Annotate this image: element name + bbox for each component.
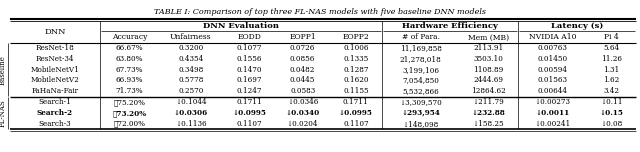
Text: 0.1107: 0.1107	[237, 120, 262, 128]
Text: 0.0856: 0.0856	[290, 55, 316, 63]
Text: EODD: EODD	[237, 33, 261, 41]
Text: ↓158.25: ↓158.25	[473, 120, 504, 128]
Text: ↓0.0995: ↓0.0995	[232, 109, 266, 117]
Text: 0.1470: 0.1470	[237, 66, 262, 74]
Text: 0.1335: 0.1335	[343, 55, 369, 63]
Text: 0.0583: 0.0583	[290, 87, 316, 95]
Text: 0.3200: 0.3200	[178, 44, 204, 52]
Text: ResNet-34: ResNet-34	[36, 55, 74, 63]
Text: 0.5778: 0.5778	[178, 76, 204, 85]
Text: 0.1711: 0.1711	[237, 98, 262, 106]
Text: 0.0482: 0.0482	[290, 66, 316, 74]
Text: ↓0.0306: ↓0.0306	[173, 109, 208, 117]
Text: NVIDIA A10: NVIDIA A10	[529, 33, 576, 41]
Text: TABLE I: Comparison of top three FL-NAS models with five baseline DNN models: TABLE I: Comparison of top three FL-NAS …	[154, 8, 486, 16]
Text: 0.3498: 0.3498	[178, 66, 204, 74]
Text: 11.26: 11.26	[601, 55, 622, 63]
Text: ↓0.0995: ↓0.0995	[339, 109, 373, 117]
Text: 0.0445: 0.0445	[290, 76, 316, 85]
Text: 0.1077: 0.1077	[237, 44, 262, 52]
Text: ↓0.00273: ↓0.00273	[534, 98, 570, 106]
Text: 0.00594: 0.00594	[537, 66, 567, 74]
Text: 3503.10: 3503.10	[474, 55, 504, 63]
Text: ↓0.00241: ↓0.00241	[534, 120, 570, 128]
Text: 0.01563: 0.01563	[537, 76, 567, 85]
Text: # of Para.: # of Para.	[402, 33, 440, 41]
Text: 0.2570: 0.2570	[178, 87, 204, 95]
Text: ↓293,954: ↓293,954	[401, 109, 440, 117]
Text: ↓232.88: ↓232.88	[472, 109, 506, 117]
Text: Accuracy: Accuracy	[111, 33, 147, 41]
Text: 1.31: 1.31	[604, 66, 620, 74]
Text: 3,199,106: 3,199,106	[403, 66, 439, 74]
Text: 71.73%: 71.73%	[115, 87, 143, 95]
Text: 2444.69: 2444.69	[474, 76, 504, 85]
Text: 12864.62: 12864.62	[471, 87, 506, 95]
Text: 63.80%: 63.80%	[116, 55, 143, 63]
Text: EOPP1: EOPP1	[289, 33, 316, 41]
Text: Mem (MB): Mem (MB)	[468, 33, 509, 41]
Text: FL-NAS: FL-NAS	[0, 99, 7, 127]
Text: 0.1556: 0.1556	[237, 55, 262, 63]
Text: 11,169,858: 11,169,858	[400, 44, 442, 52]
Text: 0.1247: 0.1247	[237, 87, 262, 95]
Text: EOPP2: EOPP2	[342, 33, 369, 41]
Text: ↓0.15: ↓0.15	[600, 109, 623, 117]
Text: DNN Evaluation: DNN Evaluation	[204, 22, 279, 30]
Text: Baseline: Baseline	[0, 55, 7, 85]
Text: Unfairness: Unfairness	[170, 33, 212, 41]
Text: MobileNetV1: MobileNetV1	[31, 66, 79, 74]
Text: ↓148,098: ↓148,098	[403, 120, 439, 128]
Text: 0.1711: 0.1711	[343, 98, 369, 106]
Text: ❑75.20%: ❑75.20%	[113, 98, 145, 106]
Text: DNN: DNN	[44, 28, 66, 36]
Text: ↓3,309,570: ↓3,309,570	[399, 98, 442, 106]
Text: 67.73%: 67.73%	[116, 66, 143, 74]
Text: ↓0.0340: ↓0.0340	[285, 109, 320, 117]
Text: Search-2: Search-2	[37, 109, 73, 117]
Text: 2113.91: 2113.91	[474, 44, 504, 52]
Text: 5,532,866: 5,532,866	[403, 87, 439, 95]
Text: 0.00644: 0.00644	[537, 87, 567, 95]
Text: 1.62: 1.62	[604, 76, 620, 85]
Text: ↓0.1044: ↓0.1044	[175, 98, 207, 106]
Text: ↓0.1136: ↓0.1136	[175, 120, 207, 128]
Text: 21,278,018: 21,278,018	[400, 55, 442, 63]
Text: 0.1287: 0.1287	[343, 66, 369, 74]
Text: 0.4354: 0.4354	[178, 55, 204, 63]
Text: 0.1155: 0.1155	[343, 87, 369, 95]
Text: ↓0.0204: ↓0.0204	[287, 120, 319, 128]
Text: Search-1: Search-1	[38, 98, 72, 106]
Text: 0.1697: 0.1697	[237, 76, 262, 85]
Text: 66.93%: 66.93%	[116, 76, 143, 85]
Text: 0.1107: 0.1107	[343, 120, 369, 128]
Text: FaHaNa-Fair: FaHaNa-Fair	[31, 87, 79, 95]
Text: 5.64: 5.64	[604, 44, 620, 52]
Text: ↓0.0346: ↓0.0346	[287, 98, 318, 106]
Text: Search-3: Search-3	[38, 120, 71, 128]
Text: 7,054,850: 7,054,850	[403, 76, 439, 85]
Text: 1108.89: 1108.89	[474, 66, 504, 74]
Text: Hardware Efficiency: Hardware Efficiency	[402, 22, 498, 30]
Text: ↓0.11: ↓0.11	[600, 98, 623, 106]
Text: MobileNetV2: MobileNetV2	[31, 76, 79, 85]
Text: ↓211.79: ↓211.79	[472, 98, 504, 106]
Text: ResNet-18: ResNet-18	[36, 44, 74, 52]
Text: 3.42: 3.42	[604, 87, 620, 95]
Text: Latency (s): Latency (s)	[551, 22, 603, 30]
Text: 0.00763: 0.00763	[538, 44, 567, 52]
Text: ↓0.08: ↓0.08	[600, 120, 623, 128]
Text: 66.67%: 66.67%	[115, 44, 143, 52]
Text: ❑72.00%: ❑72.00%	[113, 120, 145, 128]
Text: ❑73.20%: ❑73.20%	[113, 109, 147, 117]
Text: 0.01450: 0.01450	[537, 55, 567, 63]
Text: ↓0.0011: ↓0.0011	[535, 109, 570, 117]
Text: Pi 4: Pi 4	[604, 33, 619, 41]
Text: 0.1620: 0.1620	[343, 76, 369, 85]
Text: 0.1006: 0.1006	[343, 44, 369, 52]
Text: 0.0726: 0.0726	[290, 44, 316, 52]
